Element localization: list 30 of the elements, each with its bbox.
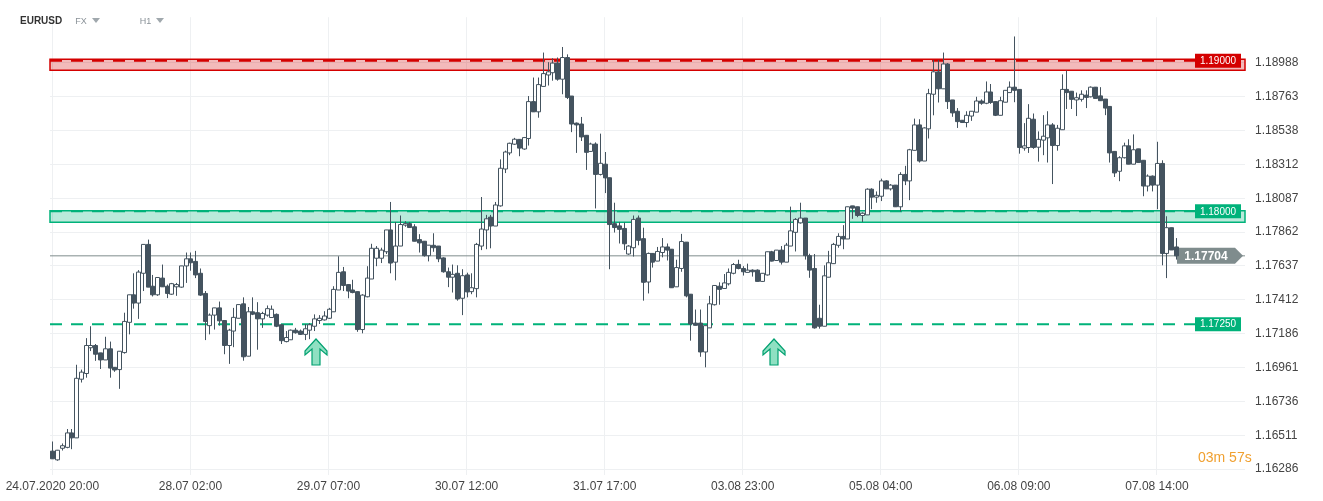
x-tick-label: 05.08 04:00	[849, 479, 913, 494]
y-tick-label: 1.16736	[1255, 393, 1299, 408]
y-tick-label: 1.16511	[1255, 427, 1298, 442]
y-tick-label: 1.17412	[1255, 292, 1299, 307]
x-tick-label: 31.07 17:00	[572, 479, 637, 494]
x-tick-label: 28.07 02:00	[158, 479, 223, 494]
y-tick-label: 1.18538	[1255, 122, 1299, 137]
ref-line-label: 1.17250	[1199, 318, 1237, 330]
y-tick-label: 1.16961	[1255, 359, 1299, 374]
y-tick-label: 1.17862	[1255, 224, 1299, 239]
ref-line-label: 1.17704	[1184, 249, 1229, 264]
annotation: H1	[139, 15, 152, 26]
y-tick-label: 1.17186	[1255, 326, 1299, 341]
y-tick-label: 1.17637	[1255, 258, 1299, 273]
y-tick-label: 1.18763	[1255, 88, 1299, 103]
y-tick-label: 1.16286	[1255, 461, 1299, 476]
x-tick-label: 07.08 14:00	[1125, 479, 1189, 494]
x-tick-label: 24.07.2020 20:00	[5, 479, 100, 494]
y-tick-label: 1.18988	[1255, 54, 1299, 69]
y-tick-label: 1.18312	[1255, 156, 1299, 171]
x-tick-label: 06.08 09:00	[987, 479, 1051, 494]
x-tick-label: 30.07 12:00	[434, 479, 499, 494]
x-tick-label: 03.08 23:00	[711, 479, 775, 494]
x-tick-label: 29.07 07:00	[296, 479, 361, 494]
annotation: FX	[75, 15, 87, 26]
annotation: 03m 57s	[1198, 449, 1252, 465]
chart-title: EURUSD	[20, 15, 63, 26]
y-tick-label: 1.18087	[1255, 190, 1299, 205]
ref-line-label: 1.18000	[1199, 205, 1237, 217]
ref-line-label: 1.19000	[1199, 55, 1237, 67]
